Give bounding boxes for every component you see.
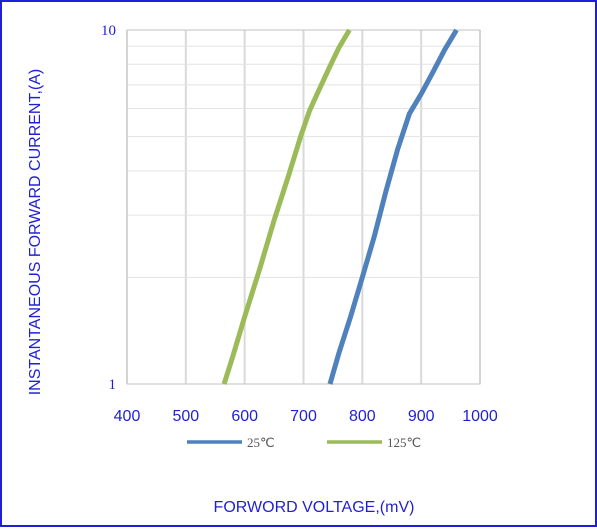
legend-label: 125℃ (387, 435, 421, 450)
x-tick-label: 800 (349, 408, 376, 425)
y-tick-label: 1 (109, 377, 117, 393)
x-tick-label: 900 (408, 408, 435, 425)
x-tick-label: 500 (172, 408, 199, 425)
x-tick-label: 1000 (462, 408, 498, 425)
series-line-125c (221, 28, 352, 385)
tick-labels: 400 500 600 700 800 900 1000 1 10 (101, 23, 498, 425)
x-tick-label: 400 (114, 408, 141, 425)
y-axis-title: INSTANTANEOUS FORWARD CURRENT,(A) (27, 69, 44, 396)
legend: 25℃ 125℃ (187, 435, 421, 450)
plot-area (126, 29, 481, 385)
x-tick-label: 700 (290, 408, 317, 425)
legend-label: 25℃ (247, 435, 275, 450)
x-tick-label: 600 (231, 408, 258, 425)
y-tick-label: 10 (101, 23, 116, 39)
series-line-25c (327, 28, 459, 385)
series-layer (221, 28, 459, 385)
x-axis-title: FORWORD VOLTAGE,(mV) (214, 499, 415, 516)
